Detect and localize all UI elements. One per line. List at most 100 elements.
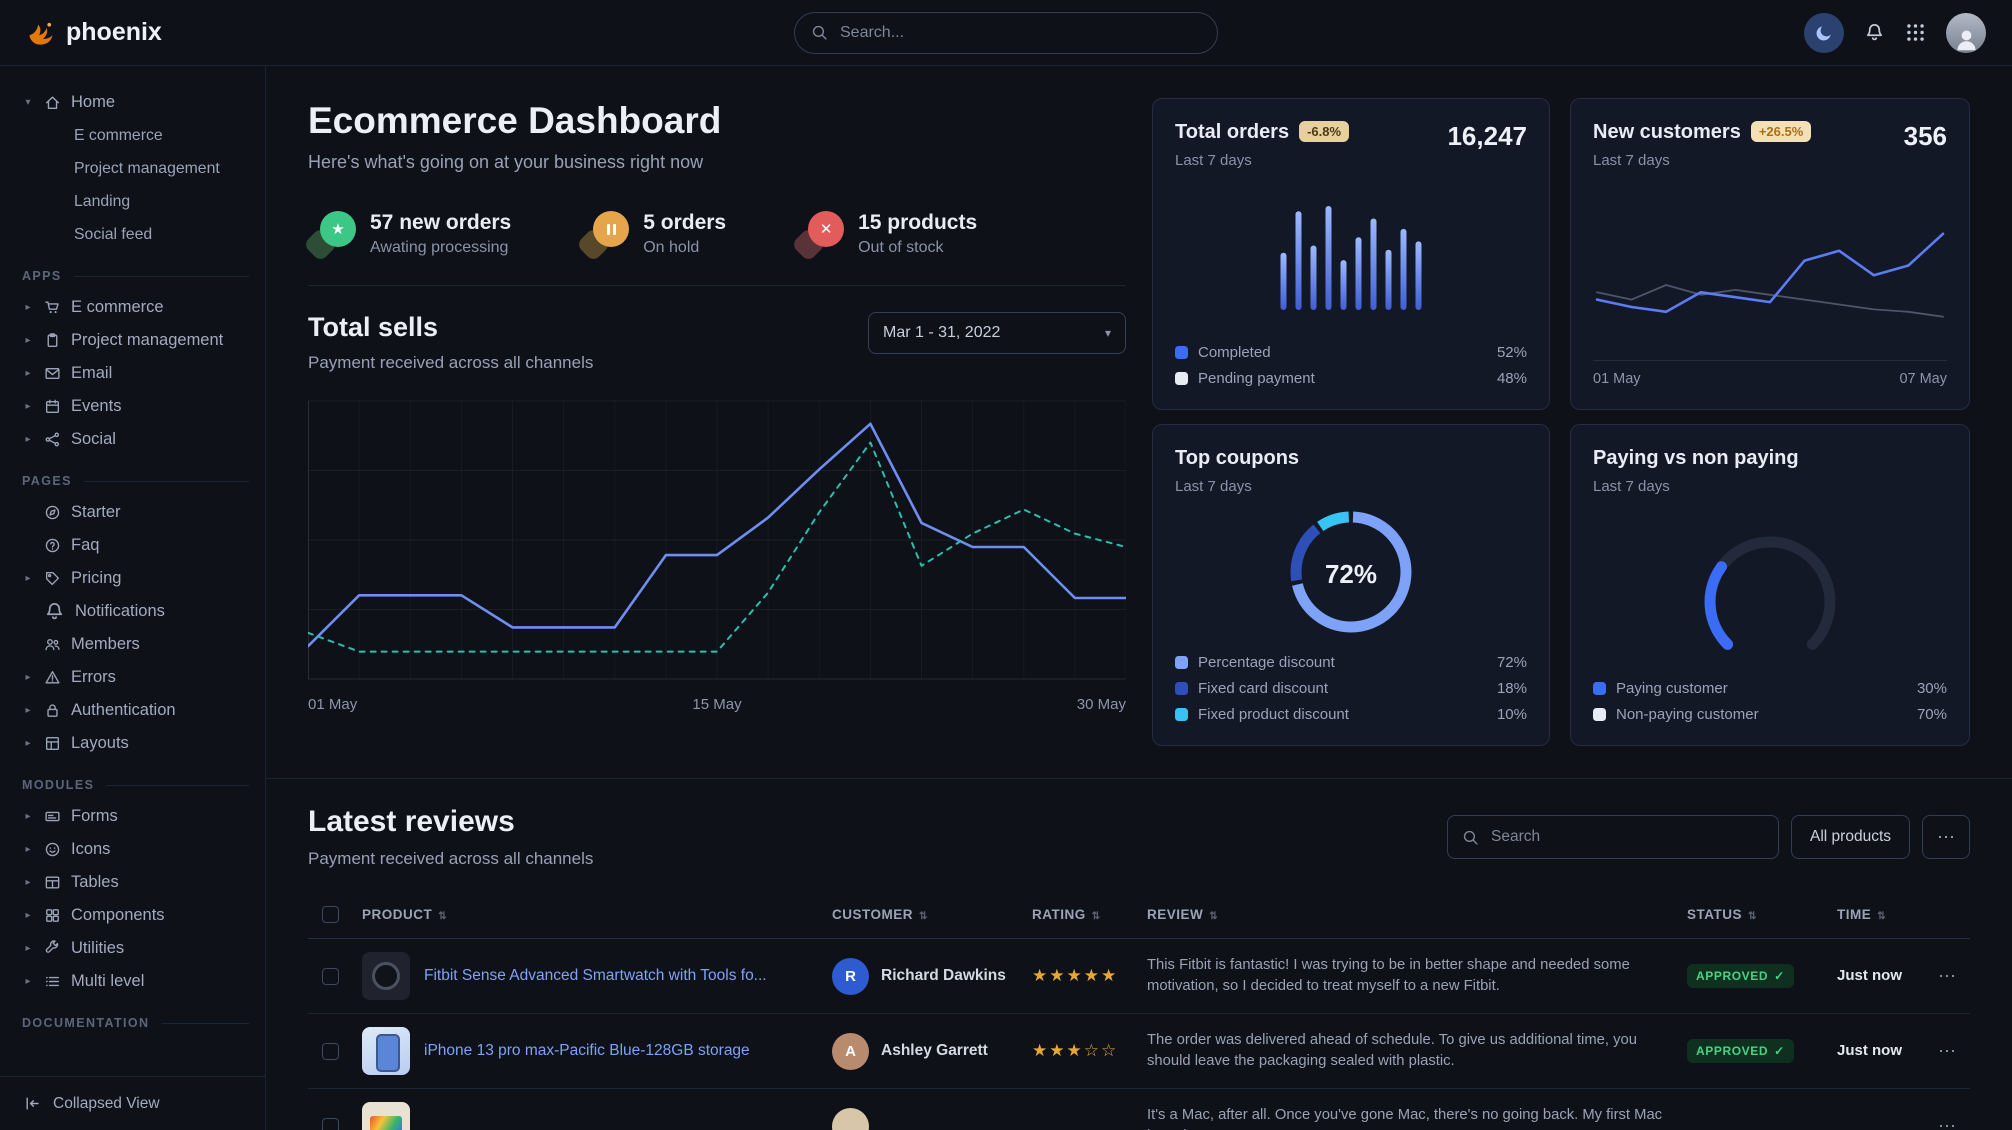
column-header-product[interactable]: PRODUCT ⇅ bbox=[352, 891, 822, 939]
section-label-documentation: DOCUMENTATION bbox=[22, 1016, 249, 1030]
column-header-label: STATUS bbox=[1687, 907, 1742, 922]
sidebar-subitem-project-management[interactable]: Project management bbox=[22, 152, 249, 185]
legend-swatch bbox=[1175, 656, 1188, 669]
reviews-controls: All products ⋯ bbox=[1447, 815, 1970, 859]
column-header-review[interactable]: REVIEW ⇅ bbox=[1137, 891, 1677, 939]
card-paying: Paying vs non paying Last 7 days Paying … bbox=[1570, 424, 1970, 746]
row-checkbox[interactable] bbox=[322, 967, 339, 985]
column-header-status[interactable]: STATUS ⇅ bbox=[1677, 891, 1827, 939]
all-products-button[interactable]: All products bbox=[1791, 815, 1910, 859]
sidebar-item-notifications[interactable]: Notifications bbox=[22, 595, 249, 628]
row-actions-button[interactable]: ⋯ bbox=[1932, 965, 1962, 988]
total-sells-subtitle: Payment received across all channels bbox=[308, 353, 594, 372]
check-icon: ✓ bbox=[1774, 969, 1785, 983]
stat-products-out-of-stock: ✕ 15 products Out of stock bbox=[796, 211, 977, 257]
product-link[interactable]: Fitbit Sense Advanced Smartwatch with To… bbox=[424, 967, 767, 984]
sidebar-item-label: Faq bbox=[71, 536, 100, 554]
sidebar-item-forms[interactable]: ▸ Forms bbox=[22, 800, 249, 833]
reviews-search-input[interactable] bbox=[1489, 827, 1765, 847]
card-title: New customers bbox=[1593, 121, 1741, 143]
date-range-select[interactable]: Mar 1 - 31, 2022 ▾ bbox=[868, 312, 1126, 354]
stat-orders-on-hold: 5 orders On hold bbox=[581, 211, 726, 257]
share-icon bbox=[44, 431, 61, 448]
sidebar-item-social[interactable]: ▸ Social bbox=[22, 423, 249, 456]
sidebar-item-icons[interactable]: ▸ Icons bbox=[22, 833, 249, 866]
sidebar-item-e-commerce[interactable]: ▸ E commerce bbox=[22, 291, 249, 324]
legend-value: 18% bbox=[1496, 680, 1527, 697]
sidebar-item-components[interactable]: ▸ Components bbox=[22, 899, 249, 932]
card-title: Top coupons bbox=[1175, 447, 1300, 469]
row-checkbox[interactable] bbox=[322, 1042, 339, 1060]
stats-row: ★ 57 new orders Awating processing 5 orders… bbox=[308, 211, 1126, 286]
form-icon bbox=[44, 808, 61, 825]
legend-swatch bbox=[1593, 682, 1606, 695]
product-link[interactable]: iPhone 13 pro max-Pacific Blue-128GB sto… bbox=[424, 1042, 750, 1059]
review-time: Just now bbox=[1837, 967, 1903, 984]
sidebar-item-faq[interactable]: Faq bbox=[22, 529, 249, 562]
column-header-time[interactable]: TIME ⇅ bbox=[1827, 891, 1922, 939]
sidebar-subitem-e-commerce[interactable]: E commerce bbox=[22, 119, 249, 152]
table-header-row: PRODUCT ⇅ CUSTOMER ⇅ RATING ⇅ REVIEW ⇅ STATUS ⇅ TI… bbox=[308, 891, 1970, 939]
brand[interactable]: phoenix bbox=[26, 18, 162, 48]
status-label: APPROVED bbox=[1696, 1044, 1769, 1058]
sidebar-item-pricing[interactable]: ▸ Pricing bbox=[22, 562, 249, 595]
sidebar-item-label: Components bbox=[71, 906, 165, 924]
profile-avatar[interactable] bbox=[1946, 12, 1986, 53]
sidebar-subitem-label: Landing bbox=[74, 192, 131, 210]
top-coupons-legend: Percentage discount 72% Fixed card discoun… bbox=[1175, 654, 1527, 723]
row-checkbox[interactable] bbox=[322, 1117, 339, 1130]
sidebar-item-starter[interactable]: Starter bbox=[22, 496, 249, 529]
status-badge: APPROVED ✓ bbox=[1687, 1039, 1794, 1063]
sidebar-item-project-management[interactable]: ▸ Project management bbox=[22, 324, 249, 357]
sidebar-item-events[interactable]: ▸ Events bbox=[22, 390, 249, 423]
sidebar-subitem-social-feed[interactable]: Social feed bbox=[22, 218, 249, 251]
sidebar-item-tables[interactable]: ▸ Tables bbox=[22, 866, 249, 899]
select-all-checkbox[interactable] bbox=[322, 906, 339, 923]
more-actions-button[interactable]: ⋯ bbox=[1922, 815, 1970, 859]
new-customers-x-labels: 01 May 07 May bbox=[1593, 360, 1947, 387]
caret-right-icon: ▸ bbox=[25, 335, 31, 346]
card-period: Last 7 days bbox=[1175, 478, 1252, 495]
apps-grid-button[interactable] bbox=[1905, 22, 1926, 43]
sidebar-subitem-landing[interactable]: Landing bbox=[22, 185, 249, 218]
caret-right-icon: ▸ bbox=[25, 738, 31, 749]
customer-avatar bbox=[832, 1107, 869, 1130]
collapsed-view-label: Collapsed View bbox=[53, 1094, 160, 1112]
sidebar-item-authentication[interactable]: ▸ Authentication bbox=[22, 694, 249, 727]
star-icon: ★ bbox=[308, 211, 356, 257]
legend-label: Paying customer bbox=[1616, 680, 1728, 697]
sidebar-item-layouts[interactable]: ▸ Layouts bbox=[22, 727, 249, 760]
column-header-label: TIME bbox=[1837, 907, 1872, 922]
stat-label: On hold bbox=[643, 239, 700, 256]
caret-right-icon: ▸ bbox=[25, 844, 31, 855]
legend-value: 70% bbox=[1916, 706, 1947, 723]
row-actions-button[interactable]: ⋯ bbox=[1932, 1115, 1962, 1130]
check-icon: ✓ bbox=[1774, 1044, 1785, 1058]
stat-label: Awating processing bbox=[370, 239, 509, 256]
sidebar-item-label: Forms bbox=[71, 807, 118, 825]
stat-value: 5 orders bbox=[643, 211, 727, 234]
caret-right-icon: ▸ bbox=[25, 811, 31, 822]
row-actions-button[interactable]: ⋯ bbox=[1932, 1040, 1962, 1063]
x-tick-label: 01 May bbox=[1593, 371, 1641, 387]
column-header-customer[interactable]: CUSTOMER ⇅ bbox=[822, 891, 1022, 939]
sidebar-item-members[interactable]: Members bbox=[22, 628, 249, 661]
notifications-button[interactable] bbox=[1864, 22, 1885, 43]
sidebar-item-utilities[interactable]: ▸ Utilities bbox=[22, 932, 249, 965]
sidebar-item-home[interactable]: ▾ Home bbox=[22, 86, 249, 119]
sidebar-item-multi-level[interactable]: ▸ Multi level bbox=[22, 965, 249, 998]
sidebar-item-email[interactable]: ▸ Email bbox=[22, 357, 249, 390]
collapsed-view-toggle[interactable]: Collapsed View bbox=[0, 1076, 265, 1130]
chevron-down-icon: ▾ bbox=[1104, 326, 1111, 340]
theme-toggle-button[interactable] bbox=[1804, 12, 1844, 53]
bell-icon bbox=[44, 601, 65, 622]
legend-label: Non-paying customer bbox=[1616, 706, 1759, 723]
column-header-rating[interactable]: RATING ⇅ bbox=[1022, 891, 1137, 939]
search-input[interactable] bbox=[838, 22, 1201, 43]
sort-icon: ⇅ bbox=[919, 911, 928, 922]
total-sells-chart bbox=[306, 400, 1128, 680]
components-icon bbox=[44, 907, 61, 924]
sidebar-item-errors[interactable]: ▸ Errors bbox=[22, 661, 249, 694]
global-search bbox=[794, 11, 1218, 54]
